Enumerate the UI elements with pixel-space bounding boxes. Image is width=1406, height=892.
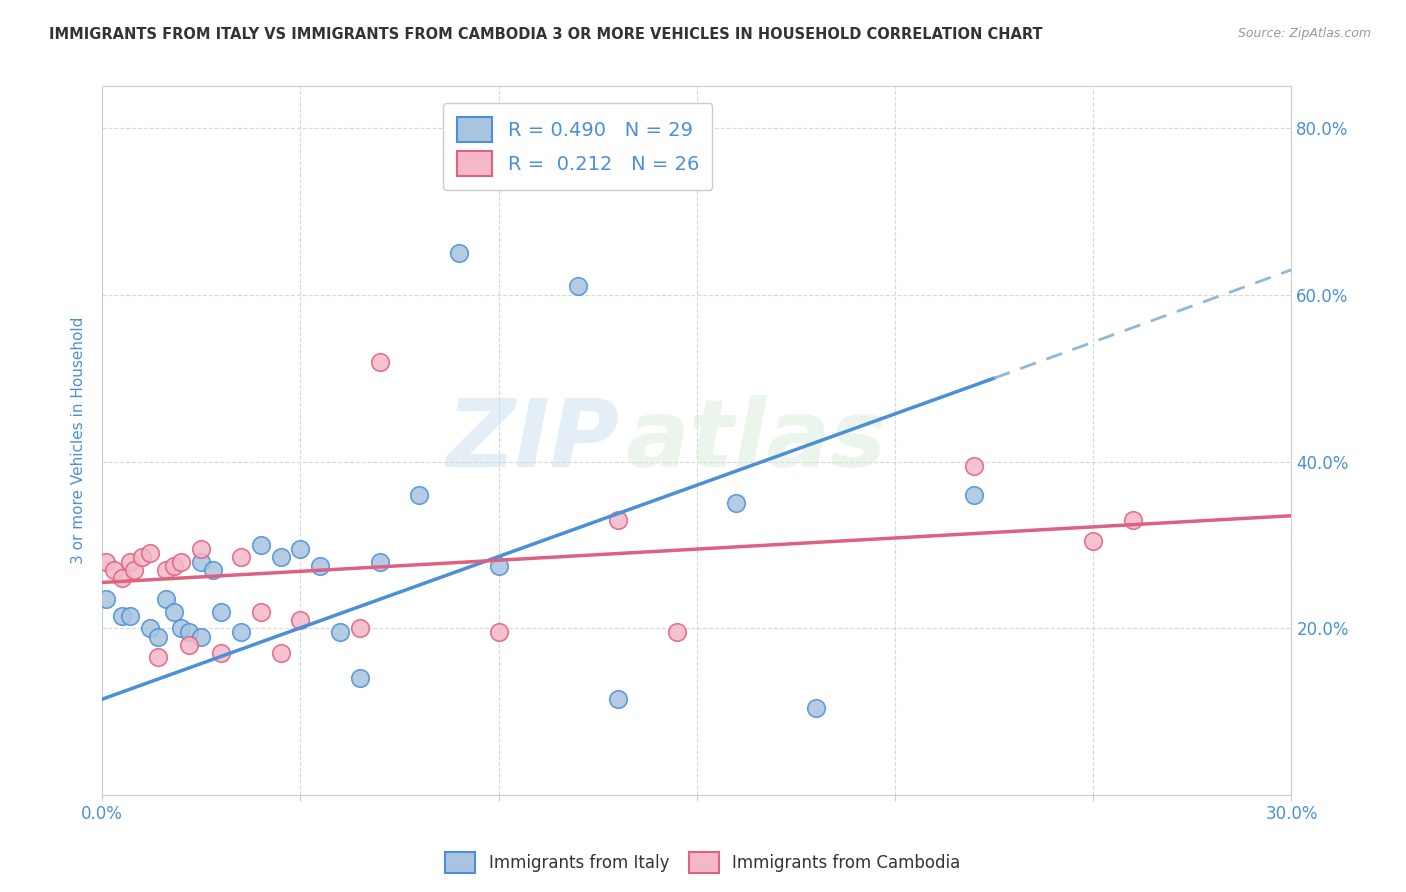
Point <box>270 550 292 565</box>
Point <box>162 558 184 573</box>
Point <box>111 608 134 623</box>
Point <box>666 625 689 640</box>
Point <box>804 700 827 714</box>
Legend: Immigrants from Italy, Immigrants from Cambodia: Immigrants from Italy, Immigrants from C… <box>439 846 967 880</box>
Point <box>488 625 510 640</box>
Point <box>179 625 201 640</box>
Point <box>202 563 225 577</box>
Point <box>606 692 628 706</box>
Legend: R = 0.490   N = 29, R =  0.212   N = 26: R = 0.490 N = 29, R = 0.212 N = 26 <box>443 103 713 190</box>
Point <box>146 650 169 665</box>
Point <box>290 613 312 627</box>
Point <box>329 625 352 640</box>
Point <box>1122 513 1144 527</box>
Point <box>162 605 184 619</box>
Point <box>963 488 986 502</box>
Point <box>179 638 201 652</box>
Point <box>606 513 628 527</box>
Y-axis label: 3 or more Vehicles in Household: 3 or more Vehicles in Household <box>72 317 86 565</box>
Point <box>368 354 391 368</box>
Point <box>170 555 193 569</box>
Point <box>170 621 193 635</box>
Point <box>249 538 271 552</box>
Point <box>96 555 118 569</box>
Point <box>209 605 232 619</box>
Point <box>190 555 212 569</box>
Text: IMMIGRANTS FROM ITALY VS IMMIGRANTS FROM CAMBODIA 3 OR MORE VEHICLES IN HOUSEHOL: IMMIGRANTS FROM ITALY VS IMMIGRANTS FROM… <box>49 27 1043 42</box>
Point <box>118 608 141 623</box>
Point <box>122 563 145 577</box>
Point <box>290 542 312 557</box>
Text: atlas: atlas <box>626 395 887 487</box>
Point <box>270 646 292 660</box>
Point <box>567 279 589 293</box>
Point <box>368 555 391 569</box>
Point <box>725 496 748 510</box>
Point <box>349 671 371 685</box>
Point <box>309 558 332 573</box>
Point <box>146 630 169 644</box>
Point <box>190 542 212 557</box>
Point <box>131 550 153 565</box>
Point <box>408 488 430 502</box>
Point <box>139 621 162 635</box>
Point <box>118 555 141 569</box>
Point <box>963 458 986 473</box>
Point <box>111 571 134 585</box>
Point <box>229 625 252 640</box>
Point <box>249 605 271 619</box>
Point <box>155 563 177 577</box>
Point <box>190 630 212 644</box>
Point <box>139 546 162 560</box>
Point <box>349 621 371 635</box>
Point <box>96 592 118 607</box>
Point <box>229 550 252 565</box>
Point <box>209 646 232 660</box>
Point <box>1083 533 1105 548</box>
Point <box>155 592 177 607</box>
Text: Source: ZipAtlas.com: Source: ZipAtlas.com <box>1237 27 1371 40</box>
Text: ZIP: ZIP <box>447 395 620 487</box>
Point <box>103 563 125 577</box>
Point <box>447 246 470 260</box>
Point <box>488 558 510 573</box>
